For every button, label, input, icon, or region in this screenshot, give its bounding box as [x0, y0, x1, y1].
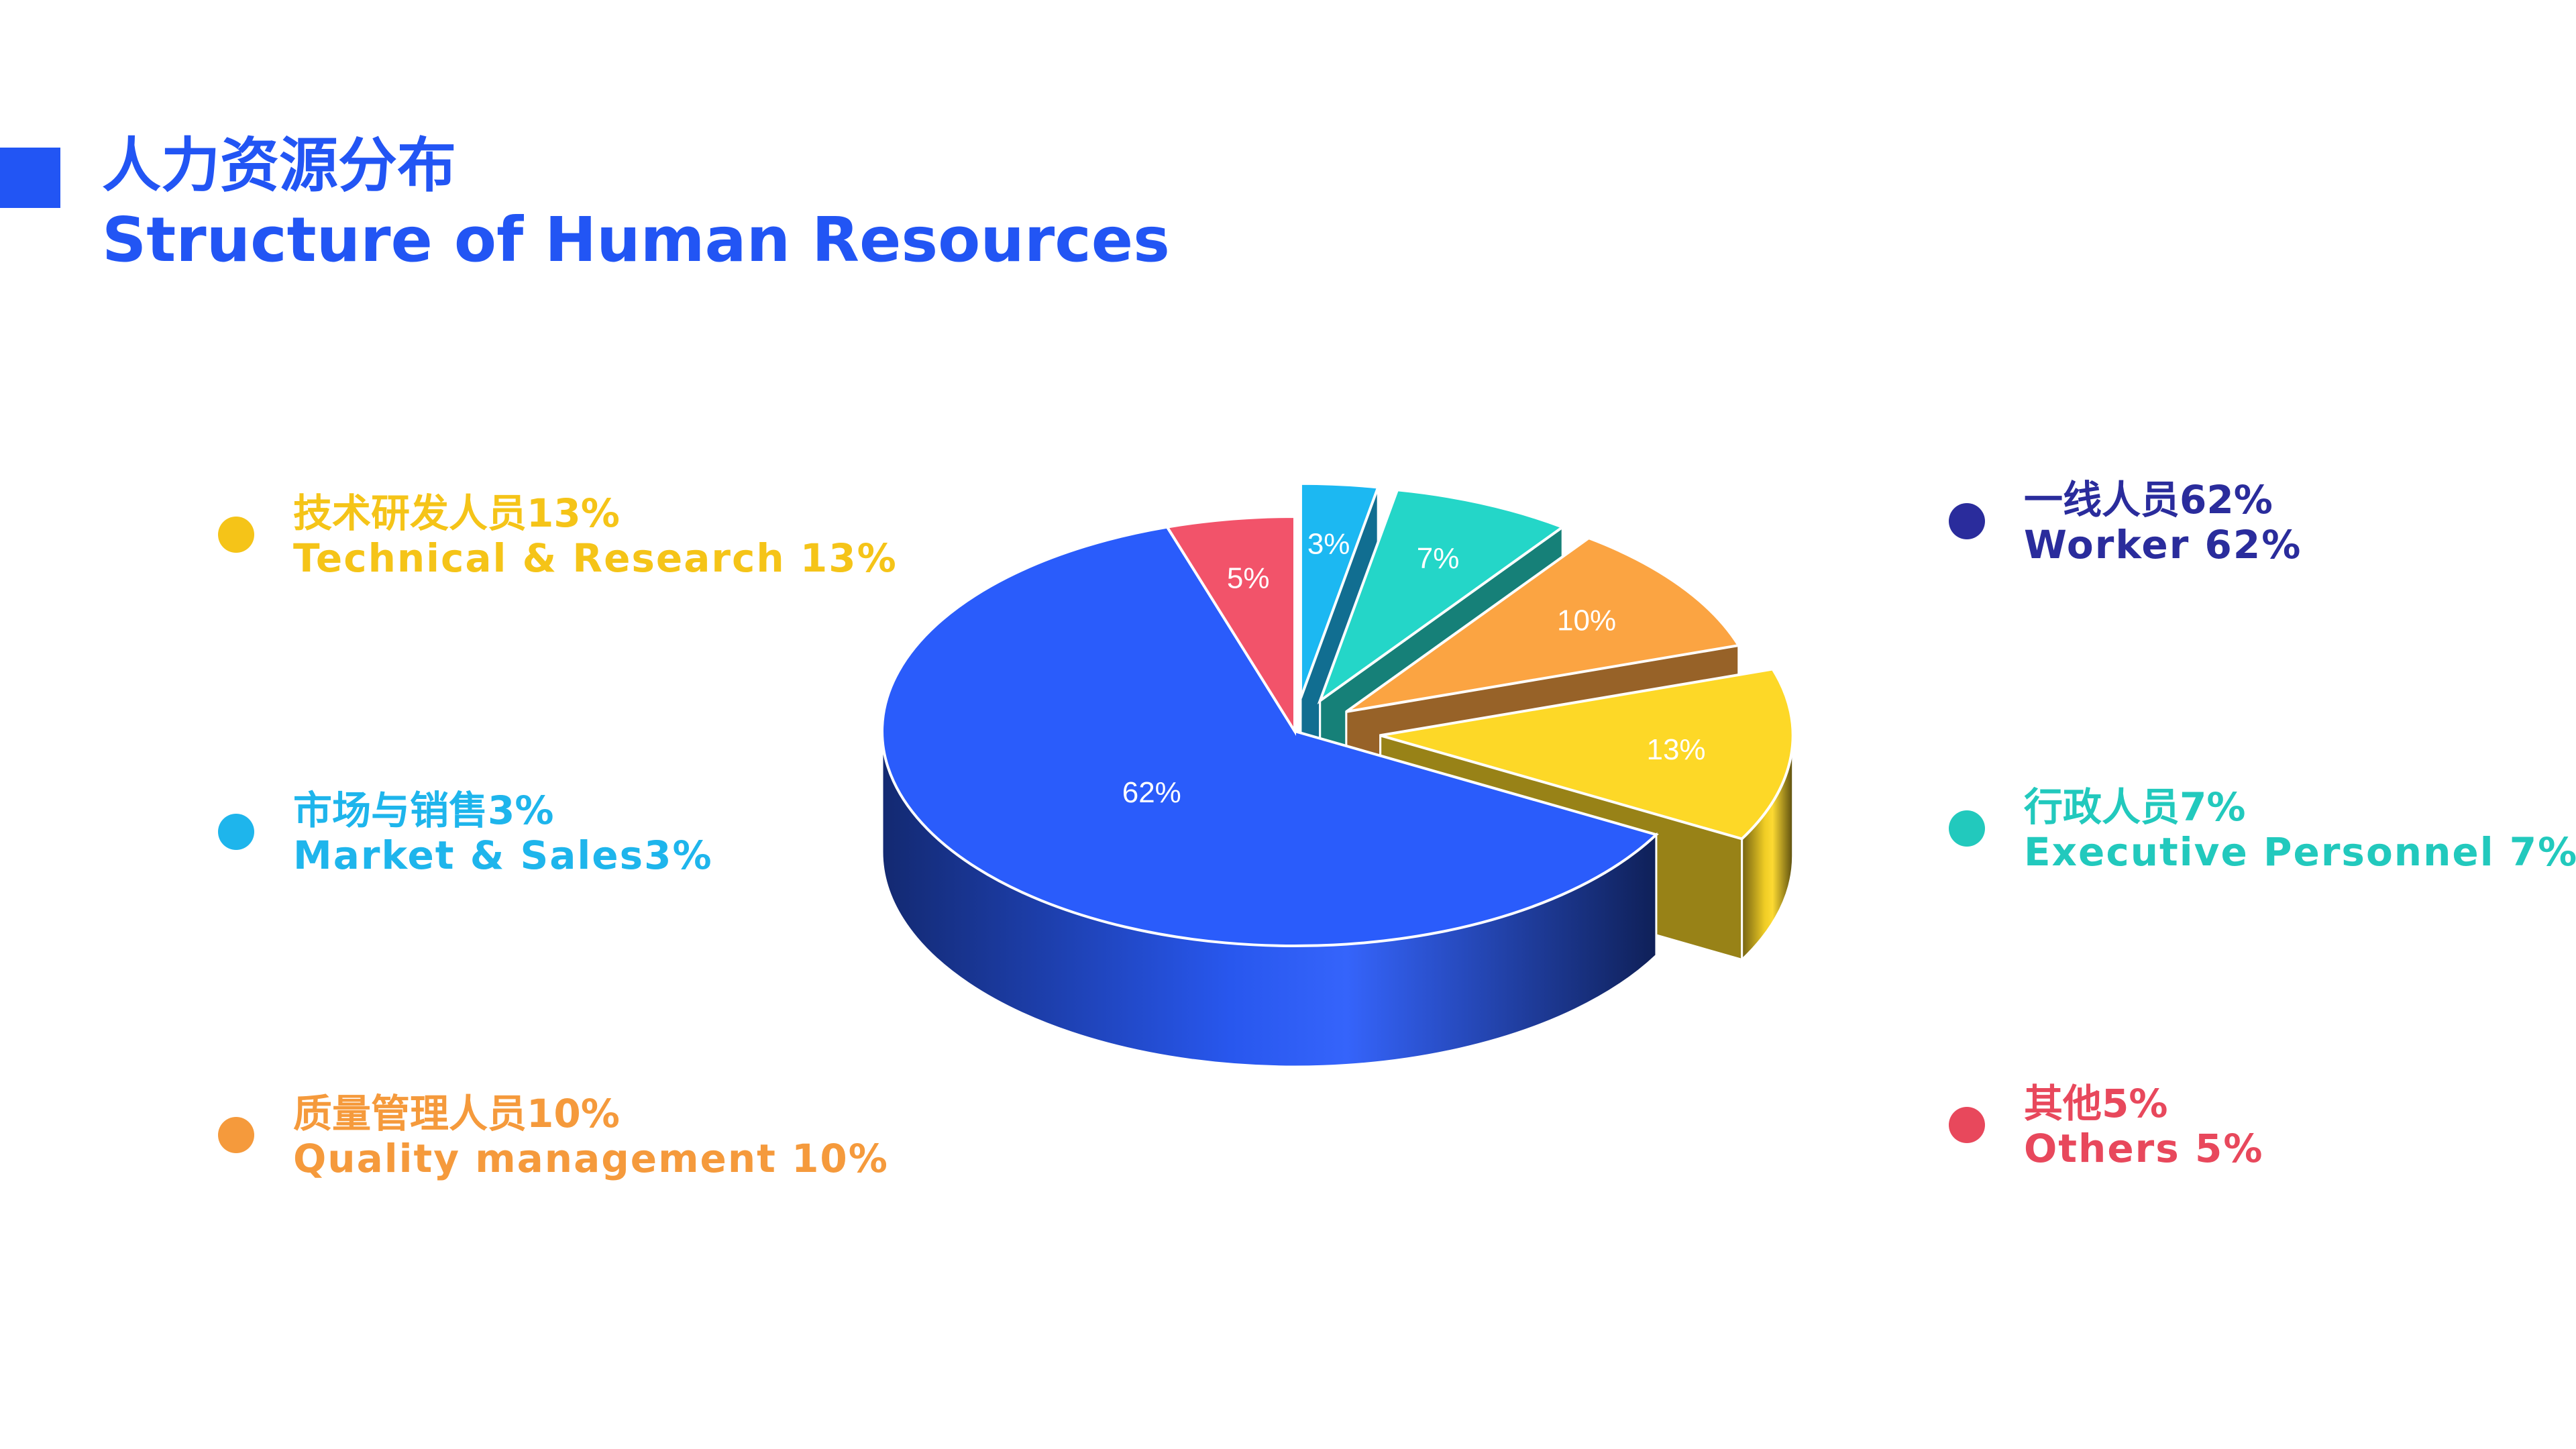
page-title-cn: 人力资源分布 — [102, 131, 457, 200]
legend-dot-others — [1949, 1107, 1985, 1143]
pie-slice-3 — [1317, 488, 1566, 705]
pie-slice-label-0: 62% — [1122, 776, 1181, 809]
title-accent-bar — [0, 148, 60, 208]
legend-label-en: Market & Sales3% — [293, 832, 713, 878]
pie-slice-4 — [1345, 536, 1741, 713]
legend-label-en: Technical & Research 13% — [293, 535, 898, 581]
legend-label-en: Executive Personnel 7% — [2024, 828, 2576, 875]
legend-dot-worker — [1949, 503, 1985, 539]
legend-label-cn: 市场与销售3% — [293, 788, 554, 833]
legend-dot-quality — [218, 1117, 254, 1153]
legend-label-cn: 技术研发人员13% — [293, 490, 620, 536]
legend-label-cn: 质量管理人员10% — [293, 1091, 620, 1136]
legend-dot-market — [218, 814, 254, 850]
pie-slice-label-5: 13% — [1646, 733, 1705, 766]
page-title-en: Structure of Human Resources — [102, 204, 1170, 276]
pie-slice-2 — [1299, 482, 1380, 699]
pie-slice-0 — [881, 525, 1659, 947]
pie-slice-label-4: 10% — [1557, 604, 1616, 637]
pie-slice-5 — [1380, 667, 1794, 841]
pie-slice-label-2: 3% — [1307, 527, 1350, 560]
legend-label-cn: 行政人员7% — [2024, 784, 2246, 830]
legend-label-cn: 一线人员62% — [2024, 477, 2273, 523]
pie-slice-1 — [1165, 515, 1296, 736]
pie-slice-label-3: 7% — [1417, 542, 1460, 575]
legend-label-en: Others 5% — [2024, 1125, 2264, 1171]
legend-label-en: Worker 62% — [2024, 521, 2302, 568]
legend-dot-tech — [218, 517, 254, 553]
legend-label-en: Quality management 10% — [293, 1135, 889, 1181]
pie-slice-label-1: 5% — [1227, 561, 1270, 594]
legend-label-cn: 其他5% — [2024, 1081, 2168, 1126]
legend-dot-exec — [1949, 810, 1985, 847]
